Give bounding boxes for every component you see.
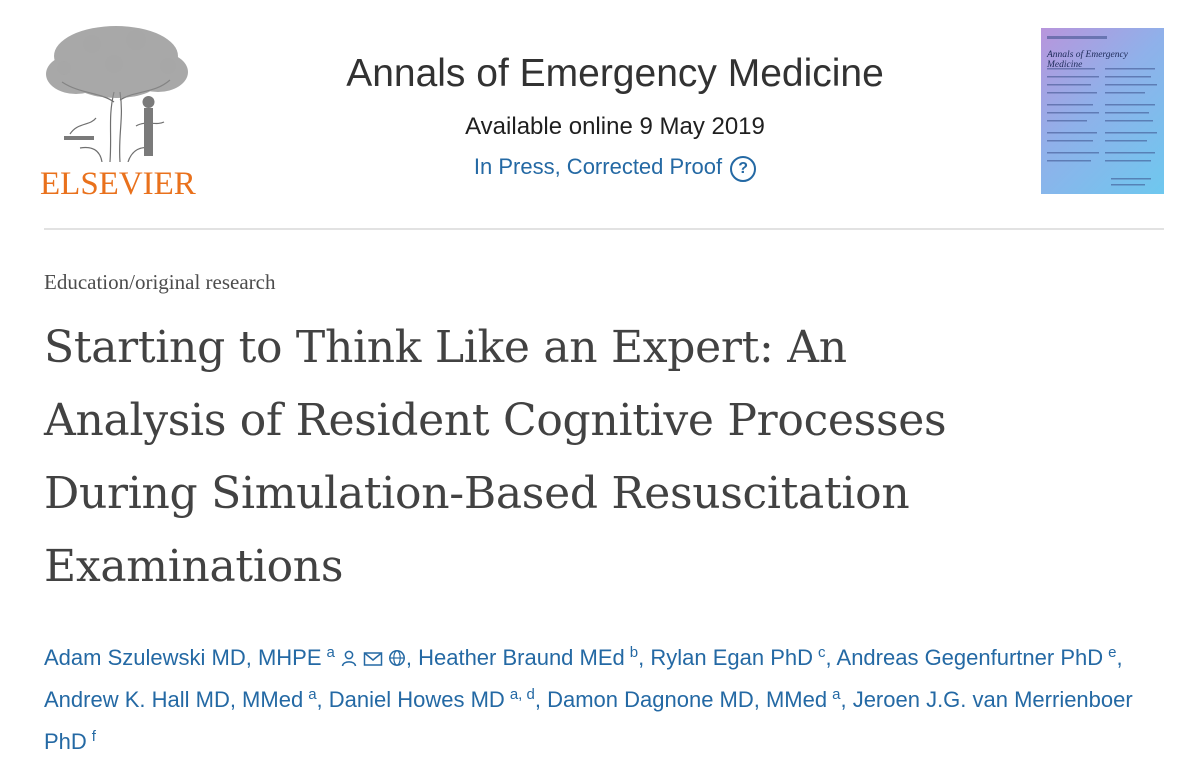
journal-title[interactable]: Annals of Emergency Medicine xyxy=(346,52,884,95)
title-line: Analysis of Resident Cognitive Processes xyxy=(44,395,947,446)
tree-of-knowledge-icon xyxy=(46,26,188,162)
elsevier-logo[interactable]: ELSEVIER xyxy=(40,22,196,202)
cover-title: Annals of Emergency Medicine xyxy=(1047,50,1128,70)
status-link[interactable]: In Press, Corrected Proof xyxy=(473,154,723,179)
author-link[interactable]: Heather Braund MEd b xyxy=(418,644,639,670)
globe-icon[interactable] xyxy=(388,649,406,667)
cover-contents-icon xyxy=(1047,36,1157,186)
author-list: Adam Szulewski MD, MHPE a, Heather Braund… xyxy=(44,644,1133,754)
affiliation-marker: f xyxy=(91,728,96,745)
article-section: Education/original research xyxy=(44,270,276,294)
author-link[interactable]: Rylan Egan PhD c xyxy=(650,644,826,670)
title-line: Examinations xyxy=(44,541,344,592)
affiliation-marker: c xyxy=(818,644,826,661)
author-link[interactable]: Andrew K. Hall MD, MMed a xyxy=(44,686,317,712)
author-link[interactable]: Adam Szulewski MD, MHPE a xyxy=(44,644,335,670)
affiliation-marker: a xyxy=(832,686,841,703)
author-link[interactable]: Daniel Howes MD a, d xyxy=(328,686,535,712)
publication-status: In Press, Corrected Proof? xyxy=(250,154,980,182)
title-line: During Simulation-Based Resuscitation xyxy=(44,468,910,519)
affiliation-marker: e xyxy=(1108,644,1117,661)
affiliation-marker: a, d xyxy=(509,686,535,703)
article-title: Starting to Think Like an Expert: An Ana… xyxy=(44,311,1154,603)
affiliation-marker: b xyxy=(629,644,639,661)
question-circle-icon[interactable]: ? xyxy=(730,156,757,182)
author-link[interactable]: Jeroen J.G. van Merrienboer PhD f xyxy=(44,687,1133,754)
title-line: Starting to Think Like an Expert: An xyxy=(44,322,847,373)
header-divider xyxy=(44,228,1164,230)
affiliation-marker: a xyxy=(326,644,335,661)
article-header: ELSEVIER Annals of Emergency Medicine Av… xyxy=(0,0,1200,230)
author-link[interactable]: Andreas Gegenfurtner PhD e xyxy=(836,644,1117,670)
journal-cover-thumbnail[interactable]: Annals of Emergency Medicine xyxy=(1041,28,1164,194)
affiliation-marker: a xyxy=(308,686,317,703)
elsevier-wordmark: ELSEVIER xyxy=(40,166,196,202)
person-icon[interactable] xyxy=(340,649,358,667)
author-link[interactable]: Damon Dagnone MD, MMed a xyxy=(547,686,841,712)
envelope-icon[interactable] xyxy=(363,651,383,667)
available-online-date: Available online 9 May 2019 xyxy=(465,113,765,140)
